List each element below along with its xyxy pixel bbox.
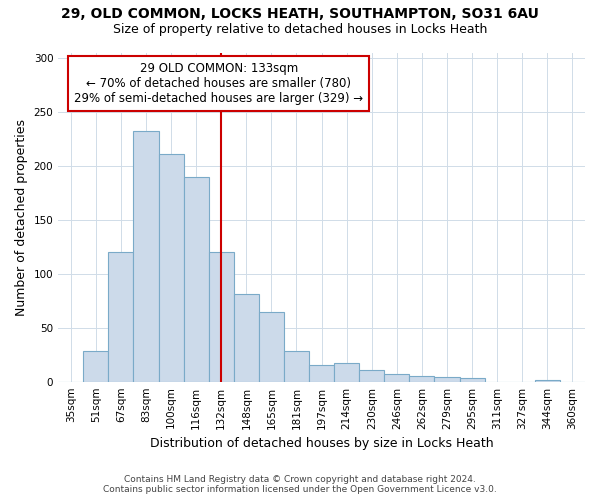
- Text: Size of property relative to detached houses in Locks Heath: Size of property relative to detached ho…: [113, 22, 487, 36]
- Bar: [109, 252, 133, 382]
- Text: 29, OLD COMMON, LOCKS HEATH, SOUTHAMPTON, SO31 6AU: 29, OLD COMMON, LOCKS HEATH, SOUTHAMPTON…: [61, 8, 539, 22]
- Bar: [209, 252, 234, 382]
- Bar: [259, 312, 284, 382]
- Text: 29 OLD COMMON: 133sqm
← 70% of detached houses are smaller (780)
29% of semi-det: 29 OLD COMMON: 133sqm ← 70% of detached …: [74, 62, 364, 106]
- Bar: [460, 378, 485, 382]
- Text: Contains HM Land Registry data © Crown copyright and database right 2024.
Contai: Contains HM Land Registry data © Crown c…: [103, 474, 497, 494]
- Bar: [284, 352, 309, 382]
- Y-axis label: Number of detached properties: Number of detached properties: [15, 118, 28, 316]
- Bar: [234, 294, 259, 382]
- Bar: [158, 154, 184, 382]
- Bar: [184, 176, 209, 382]
- Bar: [83, 352, 109, 382]
- Bar: [535, 380, 560, 382]
- Bar: [409, 376, 434, 382]
- Bar: [133, 132, 158, 382]
- Bar: [309, 366, 334, 382]
- Bar: [385, 374, 409, 382]
- X-axis label: Distribution of detached houses by size in Locks Heath: Distribution of detached houses by size …: [150, 437, 493, 450]
- Bar: [334, 364, 359, 382]
- Bar: [359, 370, 385, 382]
- Bar: [434, 378, 460, 382]
